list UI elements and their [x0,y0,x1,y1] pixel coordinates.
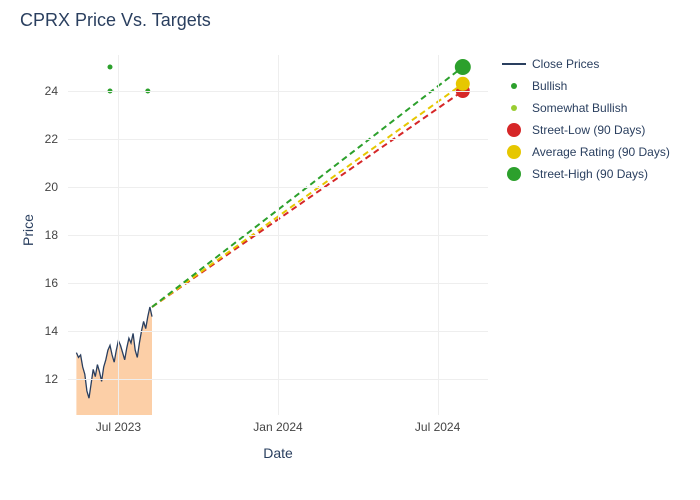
legend-marker [500,105,528,111]
legend-label: Close Prices [532,57,599,71]
legend-label: Average Rating (90 Days) [532,145,670,159]
y-axis-title: Price [20,214,36,246]
x-tick-label: Jul 2024 [415,420,460,434]
average_rating-line [152,84,463,307]
grid-line-v [278,55,279,415]
y-tick-label: 16 [45,276,58,290]
grid-line-v [118,55,119,415]
legend-marker [500,63,528,65]
legend-label: Street-High (90 Days) [532,167,648,181]
y-tick-label: 22 [45,132,58,146]
legend-marker [500,167,528,181]
legend-item-close[interactable]: Close Prices [500,55,670,73]
legend-label: Bullish [532,79,567,93]
y-tick-label: 14 [45,324,58,338]
chart-container: CPRX Price Vs. Targets Price Date 121416… [0,0,700,500]
y-tick-label: 12 [45,372,58,386]
x-tick-label: Jul 2023 [96,420,141,434]
legend-marker [500,83,528,89]
y-tick-label: 24 [45,84,58,98]
street_low-line [152,91,463,307]
legend-label: Street-Low (90 Days) [532,123,645,137]
y-tick-label: 18 [45,228,58,242]
y-tick-label: 20 [45,180,58,194]
legend-item-street_high[interactable]: Street-High (90 Days) [500,165,670,183]
legend-marker [500,123,528,137]
x-tick-label: Jan 2024 [253,420,302,434]
legend-item-average_rating[interactable]: Average Rating (90 Days) [500,143,670,161]
plot-area: 12141618202224Jul 2023Jan 2024Jul 2024 [68,55,488,415]
chart-title: CPRX Price Vs. Targets [20,10,211,31]
legend-item-bullish[interactable]: Bullish [500,77,670,95]
street_high-marker [455,59,471,75]
average_rating-marker [456,77,470,91]
legend-item-somewhat_bullish[interactable]: Somewhat Bullish [500,99,670,117]
legend-marker [500,145,528,159]
legend-label: Somewhat Bullish [532,101,627,115]
legend: Close Prices Bullish Somewhat Bullish Stree… [500,55,670,187]
legend-item-street_low[interactable]: Street-Low (90 Days) [500,121,670,139]
bullish-marker [108,65,113,70]
x-axis-title: Date [263,445,293,461]
grid-line-v [438,55,439,415]
